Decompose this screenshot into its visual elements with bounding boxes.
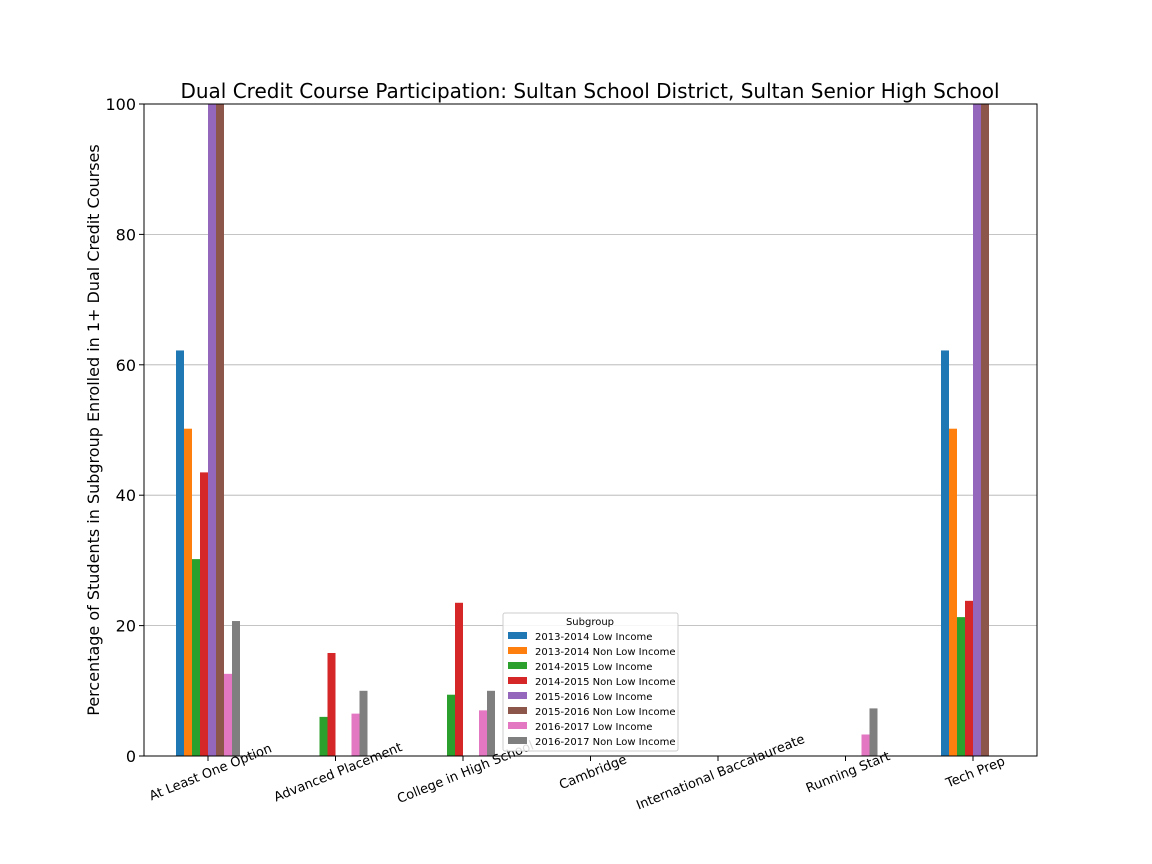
bar [216,104,224,756]
bar [200,472,208,756]
legend-entry: 2013-2014 Non Low Income [535,647,675,658]
bar [869,708,878,756]
bar [359,690,368,756]
legend-entry: 2016-2017 Low Income [535,722,652,733]
legend-swatch [508,737,527,744]
bar [224,673,232,756]
bar [941,350,949,756]
x-tick-label: Cambridge [557,752,629,793]
legend-swatch [508,722,527,729]
legend-swatch [508,647,527,654]
legend-entry: 2016-2017 Non Low Income [535,737,675,748]
bar [447,694,455,756]
y-tick-label: 100 [105,95,136,114]
bar [232,621,240,756]
legend-entry: 2014-2015 Non Low Income [535,677,675,688]
y-tick-label: 40 [116,486,136,505]
bar [184,428,192,756]
legend-entry: 2013-2014 Low Income [535,632,652,643]
legend-swatch [508,677,527,684]
bar [981,104,989,756]
bar [965,600,973,756]
bar [973,104,981,756]
bar [861,734,870,756]
y-tick-label: 0 [126,747,136,766]
bar [351,713,360,756]
y-gridlines [144,233,1037,626]
legend: Subgroup 2013-2014 Low Income 2013-2014 N… [502,612,679,752]
x-tick-label: Tech Prep [943,754,1007,792]
legend-swatch [508,662,527,669]
legend-entry: 2015-2016 Low Income [535,692,652,703]
y-tick-label: 60 [116,356,136,375]
legend-entry: 2015-2016 Non Low Income [535,707,675,718]
y-tick-label: 20 [116,617,136,636]
bar [176,350,184,756]
y-tick-label: 80 [116,225,136,244]
bar [327,652,336,756]
bar [957,617,965,756]
bar [208,104,216,756]
plot-frame [143,103,1038,757]
legend-title: Subgroup [566,617,614,628]
bar [455,602,463,756]
bar [487,690,495,756]
y-axis-label: Percentage of Students in Subgroup Enrol… [84,144,103,715]
y-axis-ticks: 0 20 40 60 80 100 [105,95,144,766]
legend-swatch [508,632,527,639]
bar [192,559,200,756]
bar-series [176,104,989,756]
bar [479,710,487,756]
legend-swatch [508,692,527,699]
bar [319,716,328,756]
x-tick-label: Advanced Placement [272,740,405,805]
bar [949,428,957,756]
chart-title: Dual Credit Course Participation: Sultan… [180,79,999,103]
legend-box [502,612,679,752]
legend-swatch [508,707,527,714]
legend-entry: 2014-2015 Low Income [535,662,652,673]
